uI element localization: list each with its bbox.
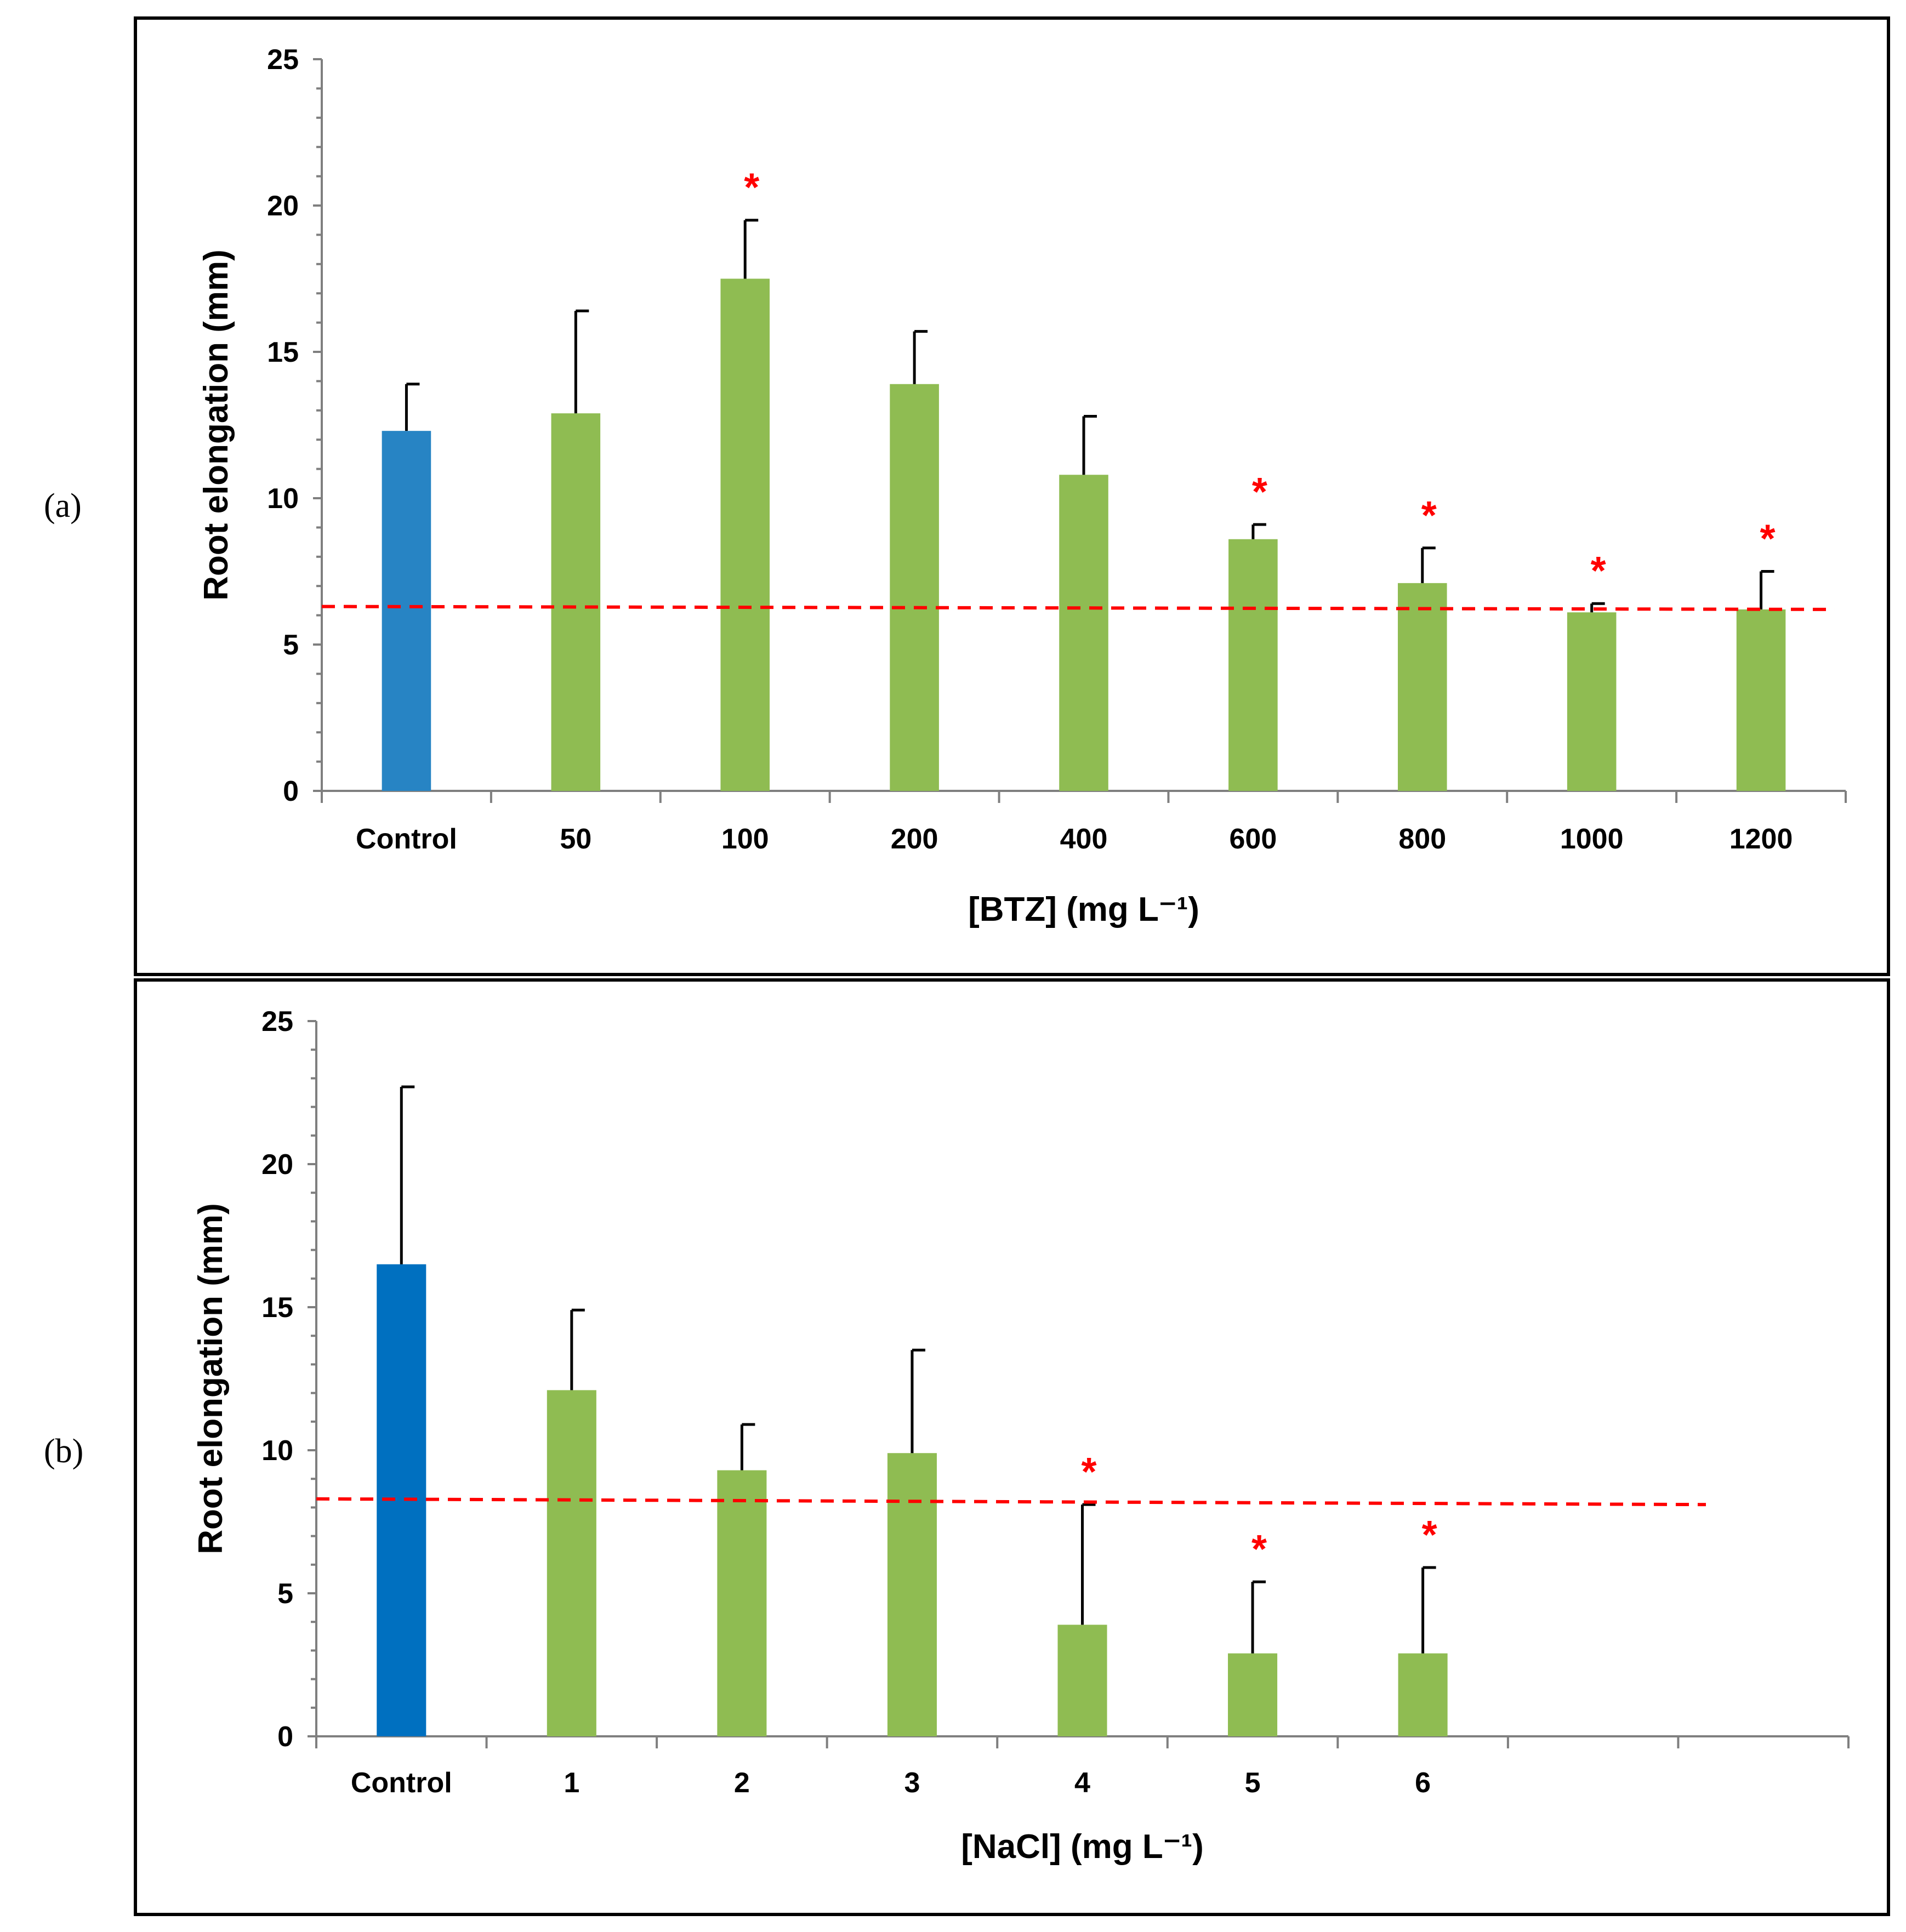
x-tick-label: 2 [734, 1767, 750, 1799]
significance-marker: * [744, 166, 759, 210]
x-tick-label: 3 [904, 1767, 920, 1799]
x-tick-label: 50 [560, 823, 591, 855]
panel-label: (b) [44, 1433, 83, 1470]
x-tick-label: 1 [564, 1767, 579, 1799]
bar-200 [890, 384, 939, 791]
y-axis-title: Root elongation (mm) [192, 1203, 230, 1554]
bar-100 [720, 278, 770, 791]
x-axis-title: [NaCl] (mg L⁻¹) [961, 1828, 1204, 1866]
y-tick-label: 5 [277, 1578, 293, 1610]
significance-marker: * [1760, 517, 1776, 561]
y-tick-label: 10 [267, 483, 299, 515]
bar-400 [1059, 475, 1108, 791]
x-tick-label: 800 [1398, 823, 1446, 855]
x-tick-label: 1200 [1729, 823, 1793, 855]
significance-marker: * [1081, 1450, 1096, 1494]
panel-a-chart: (a) 0 5 10 15 20 25 Control 50 100 * 200 400 600 * 800 *… [44, 44, 1847, 928]
significance-marker: * [1251, 1528, 1267, 1571]
y-tick-label: 20 [261, 1149, 293, 1181]
x-tick-label: 1000 [1560, 823, 1624, 855]
x-tick-label: 100 [721, 823, 769, 855]
reference-line [316, 1497, 1706, 1507]
x-tick-label: Control [351, 1767, 452, 1799]
y-tick-label: 15 [267, 337, 299, 368]
y-axis-title: Root elongation (mm) [197, 249, 235, 601]
bar-1 [547, 1390, 596, 1736]
significance-marker: * [1252, 470, 1267, 514]
y-tick-label: 20 [267, 190, 299, 222]
x-tick-label: 400 [1060, 823, 1108, 855]
panel-a-frame [134, 16, 1890, 976]
bar-1200 [1736, 609, 1786, 791]
y-tick-label: 25 [261, 1006, 293, 1038]
significance-marker: * [1421, 494, 1437, 538]
panel-label: (a) [44, 487, 82, 525]
panel-b-frame [134, 978, 1890, 1916]
bar-3 [887, 1453, 937, 1736]
y-tick-label: 15 [261, 1292, 293, 1324]
y-tick-label: 0 [277, 1721, 293, 1753]
x-tick-label: 200 [891, 823, 938, 855]
y-tick-label: 10 [261, 1435, 293, 1467]
bar-600 [1228, 539, 1278, 791]
x-tick-label: 6 [1415, 1767, 1431, 1799]
bar-6 [1398, 1653, 1448, 1736]
bar-2 [717, 1470, 767, 1736]
bar-800 [1397, 583, 1447, 791]
x-tick-label: 600 [1230, 823, 1277, 855]
bar-4 [1057, 1625, 1107, 1736]
bar-control [382, 431, 431, 791]
x-tick-label: 4 [1074, 1767, 1090, 1799]
x-axis-title: [BTZ] (mg L⁻¹) [968, 891, 1199, 928]
significance-marker: * [1422, 1513, 1437, 1557]
bar-50 [551, 413, 601, 791]
bar-1000 [1567, 612, 1617, 791]
reference-line [321, 605, 1835, 611]
x-tick-label: 5 [1245, 1767, 1261, 1799]
significance-marker: * [1591, 549, 1606, 593]
y-tick-label: 0 [283, 776, 299, 807]
x-tick-label: Control [356, 823, 457, 855]
y-tick-label: 25 [267, 44, 299, 76]
bar-5 [1228, 1653, 1278, 1736]
panel-b-chart: (b) 0 5 10 15 20 25 Control 1 2 3 4 * 5 * 6 * [NaCl] (mg … [44, 1006, 1850, 1866]
y-tick-label: 5 [283, 629, 299, 661]
